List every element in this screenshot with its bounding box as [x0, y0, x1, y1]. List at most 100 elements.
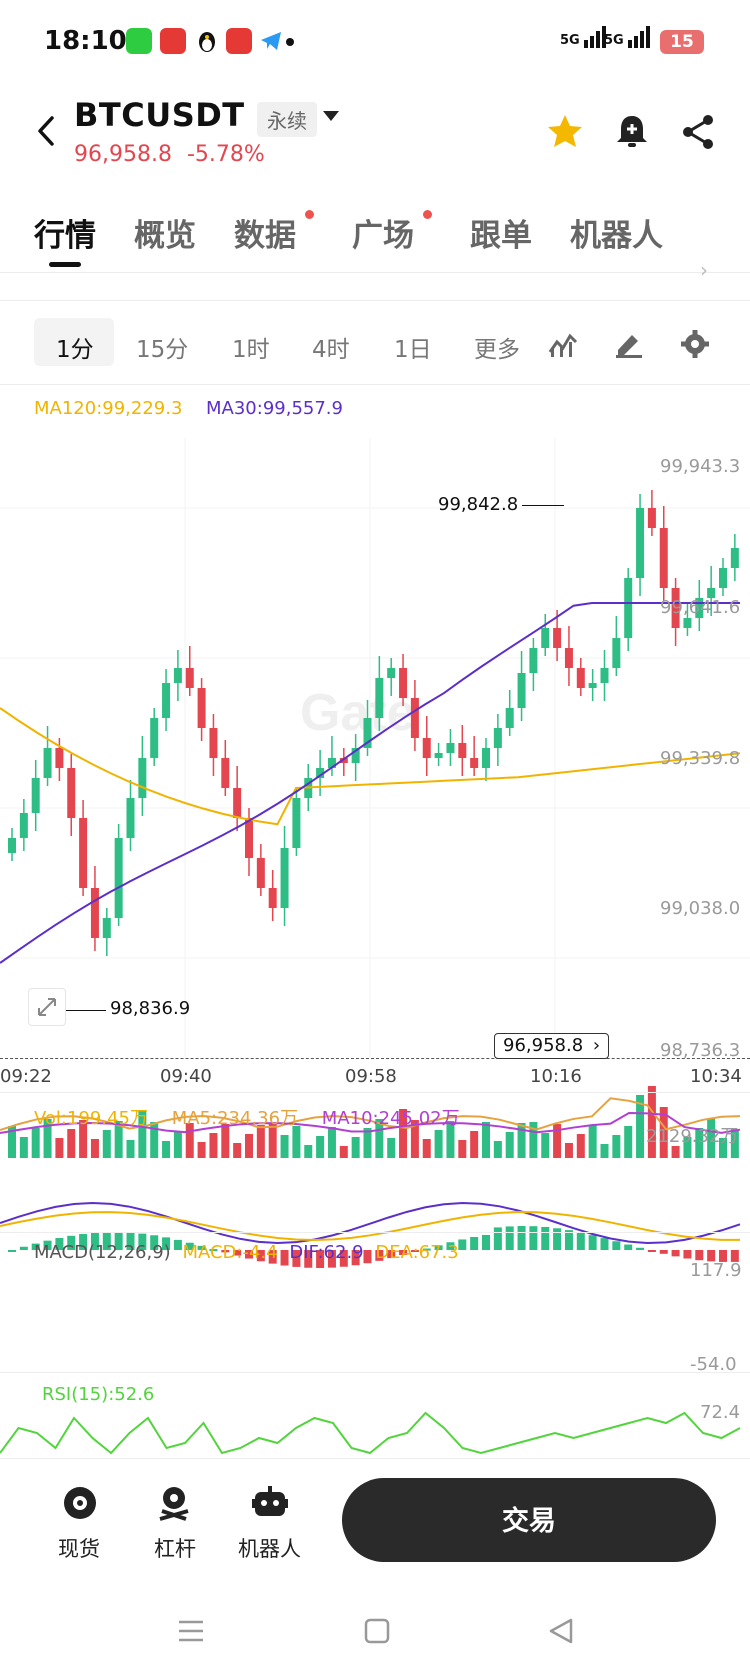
status-time: 18:10 — [44, 26, 127, 56]
interval-1h[interactable]: 1时 — [232, 337, 270, 363]
macd-bar-11 — [138, 1233, 147, 1250]
volume-bar-23 — [280, 1135, 289, 1158]
volume-bar-21 — [256, 1125, 265, 1158]
candle-body-54 — [647, 508, 656, 528]
macd-bar-16 — [197, 1245, 206, 1250]
vol-ma5-line — [0, 1097, 741, 1131]
pair-dropdown-icon[interactable] — [322, 104, 340, 128]
tab-market[interactable]: 行情 — [34, 218, 96, 254]
robot-icon[interactable] — [252, 1485, 288, 1521]
nav-home-icon[interactable] — [364, 1618, 390, 1648]
vol-ma10-line — [0, 1111, 741, 1134]
active-tab-indicator — [49, 262, 81, 267]
settings-gear-icon[interactable] — [680, 330, 710, 358]
leverage-icon[interactable] — [156, 1485, 192, 1521]
volume-bar-53 — [636, 1095, 645, 1158]
high-price-label: 99,842.8 — [438, 494, 519, 515]
macd-bar-52 — [624, 1244, 633, 1250]
macd-bar-3 — [43, 1240, 52, 1250]
candle-body-41 — [493, 728, 502, 748]
candle-body-51 — [612, 638, 621, 668]
macd-bar-56 — [671, 1250, 680, 1257]
volume-bar-28 — [339, 1146, 348, 1158]
back-icon[interactable] — [32, 112, 58, 159]
volume-bar-13 — [162, 1141, 171, 1158]
volume-bar-25 — [304, 1145, 313, 1158]
volume-bar-2 — [31, 1128, 40, 1158]
macd-bar-34 — [410, 1250, 419, 1252]
current-price-tag[interactable]: 96,958.8 › — [494, 1033, 610, 1059]
candle-body-3 — [43, 748, 52, 778]
ma30-line — [0, 602, 740, 964]
volume-bar-54 — [647, 1086, 656, 1158]
candle-body-56 — [671, 588, 680, 628]
macd-bar-14 — [173, 1239, 182, 1250]
favorite-star-icon[interactable] — [545, 112, 585, 152]
vol-ma5-label: MA5:234.36万 — [171, 1108, 299, 1129]
y-label-5: 98,736.3 — [660, 1040, 741, 1061]
candle-body-32 — [387, 668, 396, 678]
volume-bar-22 — [268, 1124, 277, 1158]
nav-menu-icon[interactable] — [178, 1618, 204, 1648]
candle-body-7 — [90, 888, 99, 938]
indicator-icon[interactable] — [548, 330, 578, 358]
volume-bar-43 — [517, 1123, 526, 1158]
tab-data[interactable]: 数据 — [234, 218, 296, 254]
price-alert-bell-icon[interactable] — [612, 112, 652, 152]
macd-bar-29 — [351, 1250, 360, 1266]
candle-body-13 — [162, 683, 171, 718]
nav-back-icon[interactable] — [548, 1618, 574, 1648]
tab-bots[interactable]: 机器人 — [570, 218, 663, 254]
candle-body-21 — [256, 858, 265, 888]
candle-body-10 — [126, 798, 135, 838]
telegram-icon — [258, 28, 284, 54]
volume-bar-36 — [434, 1130, 443, 1158]
trade-button[interactable]: 交易 — [342, 1478, 716, 1562]
macd-bar-26 — [316, 1250, 325, 1268]
candle-body-16 — [197, 688, 206, 728]
tabs-divider — [0, 272, 750, 273]
bot-label[interactable]: 机器人 — [238, 1537, 301, 1561]
leverage-label[interactable]: 杠杆 — [154, 1537, 196, 1561]
draw-pencil-icon[interactable] — [614, 330, 644, 358]
interval-active-bg — [34, 318, 114, 366]
tab-overview[interactable]: 概览 — [134, 218, 196, 254]
interval-1m[interactable]: 1分 — [56, 337, 94, 363]
volume-bar-17 — [209, 1133, 218, 1158]
fullscreen-expand-icon[interactable] — [28, 988, 66, 1026]
candle-body-38 — [458, 743, 467, 758]
kline-chart[interactable]: Gate — [0, 418, 750, 1458]
candle-body-14 — [173, 668, 182, 683]
spot-label[interactable]: 现货 — [58, 1537, 100, 1561]
xaxis-divider — [0, 1092, 750, 1093]
vol-divider — [0, 1232, 750, 1233]
candle-body-34 — [410, 698, 419, 738]
x-label-4: 10:16 — [530, 1066, 582, 1087]
macd-bar-0 — [8, 1250, 16, 1252]
volume-bar-40 — [482, 1122, 490, 1158]
volume-bar-48 — [576, 1134, 585, 1158]
candle-body-60 — [719, 568, 727, 588]
ticker-divider — [0, 300, 750, 301]
interval-more[interactable]: 更多 — [474, 337, 520, 363]
tab-copy-trading[interactable]: 跟单 — [470, 218, 532, 254]
interval-15m[interactable]: 15分 — [136, 337, 189, 363]
rsi-legend: RSI(15):52.6 — [42, 1384, 155, 1405]
candle-body-19 — [233, 788, 242, 818]
share-icon[interactable] — [678, 112, 718, 152]
collapsed-ticker-row[interactable]: › — [700, 258, 708, 282]
macd-bar-28 — [339, 1250, 348, 1267]
volume-bar-52 — [624, 1126, 633, 1158]
volume-bar-49 — [588, 1125, 597, 1158]
candle-body-31 — [375, 678, 384, 718]
interval-1d[interactable]: 1日 — [394, 337, 432, 363]
tab-square[interactable]: 广场 — [352, 218, 414, 254]
volume-bar-9 — [114, 1121, 123, 1158]
interval-4h[interactable]: 4时 — [312, 337, 350, 363]
macd-bar-6 — [79, 1234, 88, 1250]
spot-icon[interactable] — [62, 1485, 98, 1521]
volume-bar-58 — [695, 1128, 704, 1158]
contract-type-badge[interactable]: 永续 — [257, 102, 317, 137]
candle-body-17 — [209, 728, 218, 758]
trading-pair-title[interactable]: BTCUSDT — [74, 96, 245, 134]
